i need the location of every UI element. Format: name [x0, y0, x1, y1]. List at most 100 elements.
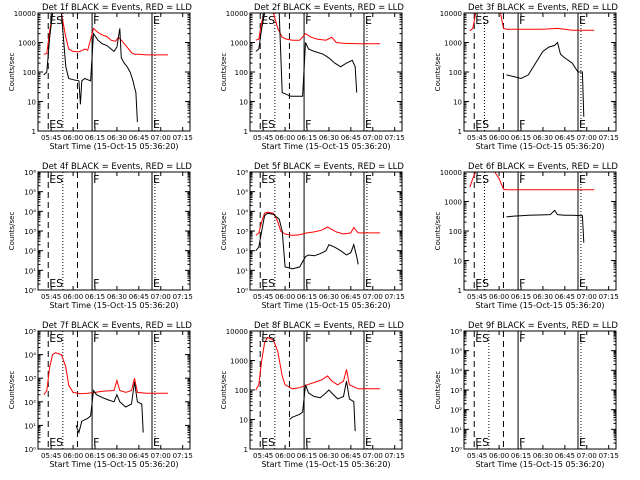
x-tick-label: 06:15 — [85, 134, 105, 142]
y-tick-label: 10³ — [236, 228, 248, 236]
marker-label: F — [305, 436, 311, 449]
marker-label: ES — [261, 436, 275, 449]
panel-title: Det 3f BLACK = Events, RED = LLD — [468, 3, 618, 13]
y-tick-label: 10⁶ — [236, 169, 248, 177]
marker-label: ES — [475, 173, 489, 186]
x-tick-label: 06:00 — [63, 134, 83, 142]
x-tick-label: 05:45 — [467, 134, 487, 142]
x-axis-label: Start Time (15-Oct-15 05:36:20) — [475, 301, 604, 310]
series-events — [506, 41, 585, 117]
marker-label: ES — [261, 14, 275, 27]
x-tick-label: 06:00 — [489, 452, 509, 460]
x-tick-label: 05:45 — [467, 293, 487, 301]
marker-label: E — [153, 173, 160, 186]
y-axis-label: Counts/sec — [434, 53, 442, 92]
marker-label: E — [153, 436, 160, 449]
x-tick-label: 06:30 — [319, 293, 339, 301]
y-tick-label: 10² — [236, 248, 248, 256]
x-tick-label: 05:45 — [253, 452, 273, 460]
x-tick-label: 06:00 — [275, 134, 295, 142]
marker-label: ES — [475, 332, 489, 345]
marker-label: E — [579, 436, 586, 449]
marker-label: ES — [49, 14, 63, 27]
marker-label: F — [519, 332, 525, 345]
x-tick-label: 06:15 — [85, 293, 105, 301]
x-tick-label: 07:15 — [599, 293, 619, 301]
x-tick-label: 05:45 — [41, 134, 61, 142]
panel-title: Det 1f BLACK = Events, RED = LLD — [42, 3, 192, 13]
y-tick-label: 10⁶ — [24, 169, 36, 177]
y-tick-label: 1 — [458, 128, 462, 136]
x-axis-label: Start Time (15-Oct-15 05:36:20) — [475, 460, 604, 469]
marker-label: ES — [475, 118, 489, 131]
marker-label: E — [365, 277, 372, 290]
marker-label: F — [305, 332, 311, 345]
x-tick-label: 06:30 — [107, 293, 127, 301]
marker-label: E — [365, 14, 372, 27]
marker-label: F — [519, 277, 525, 290]
y-axis-label: Counts/sec — [220, 212, 228, 251]
y-tick-label: 10² — [24, 248, 36, 256]
series-lld — [469, 13, 595, 32]
x-axis-label: Start Time (15-Oct-15 05:36:20) — [261, 142, 390, 151]
x-tick-label: 07:00 — [363, 293, 383, 301]
x-tick-label: 07:00 — [151, 134, 171, 142]
marker-label: F — [305, 14, 311, 27]
x-tick-label: 06:15 — [511, 293, 531, 301]
panel-det-7: Det 7f BLACK = Events, RED = LLDESESFFEE… — [8, 321, 193, 469]
marker-label: F — [519, 118, 525, 131]
marker-label: E — [153, 332, 160, 345]
y-axis-label: Counts/sec — [434, 212, 442, 251]
y-tick-label: 10¹ — [236, 267, 248, 275]
marker-label: E — [579, 118, 586, 131]
x-tick-label: 06:15 — [85, 452, 105, 460]
x-tick-label: 07:15 — [173, 452, 193, 460]
x-axis-label: Start Time (15-Oct-15 05:36:20) — [261, 460, 390, 469]
marker-label: E — [365, 436, 372, 449]
y-tick-label: 1000 — [230, 40, 248, 48]
series-lld — [255, 211, 381, 236]
x-tick-label: 07:00 — [577, 293, 597, 301]
x-tick-label: 06:00 — [63, 452, 83, 460]
x-tick-label: 05:45 — [467, 452, 487, 460]
x-tick-label: 07:15 — [385, 452, 405, 460]
marker-label: ES — [49, 118, 63, 131]
marker-label: F — [519, 436, 525, 449]
x-tick-label: 07:00 — [151, 452, 171, 460]
marker-label: ES — [49, 173, 63, 186]
marker-label: ES — [475, 14, 489, 27]
marker-label: F — [305, 173, 311, 186]
x-tick-label: 06:00 — [489, 293, 509, 301]
y-tick-label: 1000 — [444, 40, 462, 48]
y-tick-label: 10 — [453, 258, 462, 266]
marker-label: F — [93, 14, 99, 27]
x-tick-label: 05:45 — [41, 452, 61, 460]
y-tick-label: 10¹ — [450, 426, 462, 434]
y-axis-label: Counts/sec — [434, 371, 442, 410]
marker-label: E — [579, 277, 586, 290]
panel-title: Det 2f BLACK = Events, RED = LLD — [254, 3, 404, 13]
marker-label: ES — [475, 436, 489, 449]
y-tick-label: 10 — [239, 417, 248, 425]
y-tick-label: 10⁴ — [450, 367, 462, 375]
y-tick-label: 10⁴ — [24, 352, 36, 360]
marker-label: E — [365, 118, 372, 131]
y-tick-label: 10000 — [226, 10, 248, 18]
y-tick-label: 1000 — [18, 40, 36, 48]
marker-label: E — [153, 118, 160, 131]
x-tick-label: 06:15 — [511, 134, 531, 142]
marker-label: F — [93, 332, 99, 345]
axes-frame — [249, 171, 403, 291]
x-axis-label: Start Time (15-Oct-15 05:36:20) — [49, 301, 178, 310]
y-tick-label: 10⁵ — [24, 189, 36, 197]
series-events — [289, 381, 356, 432]
x-tick-label: 07:15 — [385, 293, 405, 301]
panel-det-3: Det 3f BLACK = Events, RED = LLDESESFFEE… — [434, 3, 619, 151]
series-events — [506, 209, 585, 243]
marker-label: ES — [49, 332, 63, 345]
marker-label: F — [305, 118, 311, 131]
marker-label: E — [153, 14, 160, 27]
y-tick-label: 10000 — [14, 10, 36, 18]
marker-label: ES — [261, 332, 275, 345]
y-tick-label: 10³ — [24, 375, 36, 383]
